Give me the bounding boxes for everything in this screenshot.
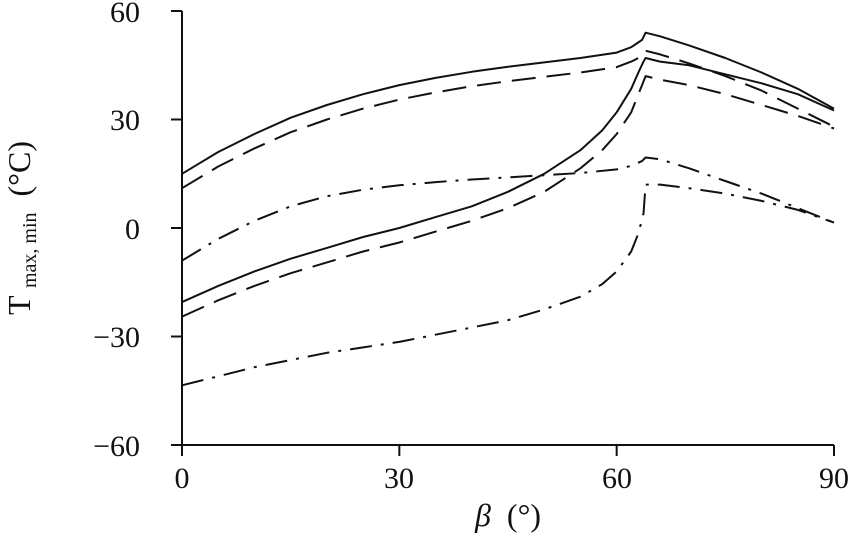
x-axis-unit: (°) <box>507 497 541 533</box>
y-tick-label-neg60: −60 <box>93 430 140 463</box>
series-line-2 <box>181 49 835 190</box>
y-tick-label-60: 60 <box>110 0 140 29</box>
y-tick-marks <box>171 10 182 446</box>
y-axis-subscript: max, min <box>19 212 41 288</box>
x-tick-label-0: 0 <box>175 462 190 495</box>
x-tick-label-60: 60 <box>602 462 632 495</box>
y-tick-label-30: 30 <box>110 104 140 137</box>
x-tick-label-90: 90 <box>819 462 849 495</box>
x-tick-label-30: 30 <box>384 462 414 495</box>
y-tick-label-0: 0 <box>125 213 140 246</box>
y-axis-symbol: T <box>1 295 37 315</box>
x-tick-marks <box>181 445 835 456</box>
series-line-3 <box>181 156 835 262</box>
x-axis-title: β (°) <box>474 497 541 533</box>
y-tick-label-neg30: −30 <box>93 321 140 354</box>
y-axis-title: T max, min (°C) <box>1 141 43 315</box>
y-axis-unit: (°C) <box>1 141 37 196</box>
series-line-1 <box>181 31 835 175</box>
series-line-6 <box>181 183 835 387</box>
series-line-5 <box>181 75 835 318</box>
series-line-4 <box>181 57 835 304</box>
x-axis-symbol: β <box>474 497 491 533</box>
series-group <box>181 31 835 387</box>
